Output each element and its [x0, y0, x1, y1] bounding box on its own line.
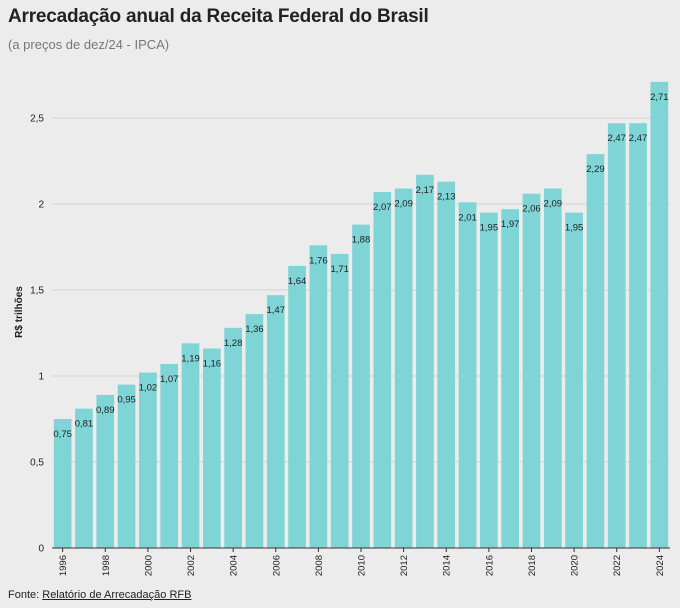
- x-tick-label: 2012: [399, 555, 410, 576]
- x-tick-label: 2010: [357, 555, 368, 576]
- value-label-2001: 1,07: [160, 374, 179, 385]
- value-label-2007: 1,64: [288, 276, 307, 287]
- bar-2010: [352, 224, 370, 548]
- source-note: Fonte: Relatório de Arrecadação RFB: [8, 589, 191, 601]
- y-tick-label: 2: [38, 200, 44, 211]
- bar-2020: [565, 212, 583, 548]
- value-label-2004: 1,28: [224, 338, 243, 349]
- bar-1996: [53, 419, 72, 548]
- bar-2015: [458, 202, 477, 548]
- chart-title: Arrecadação anual da Receita Federal do …: [8, 6, 429, 27]
- x-tick-label: 2002: [186, 555, 197, 576]
- value-label-2008: 1,76: [309, 255, 328, 266]
- bar-2016: [480, 212, 498, 548]
- bar-2023: [629, 123, 647, 548]
- bar-1999: [117, 384, 136, 548]
- bar-2008: [309, 245, 328, 548]
- value-label-2000: 1,02: [139, 383, 158, 394]
- bar-2005: [245, 314, 264, 548]
- value-label-2003: 1,16: [203, 358, 222, 369]
- value-label-2012: 2,09: [394, 199, 413, 210]
- value-label-1996: 0,75: [53, 429, 72, 440]
- value-label-2023: 2,47: [629, 133, 648, 144]
- value-label-layer: 0,750,810,890,951,021,071,19 1,161,281,36…: [53, 92, 668, 440]
- x-tick-label: 2006: [271, 555, 282, 576]
- bar-2001: [160, 363, 179, 548]
- axis-layer: 0 0,5 1 1,5 2 2,5 1996 1998 2000 2002 2004 2006 2008…: [30, 114, 670, 576]
- x-tick-label: 2004: [229, 555, 240, 576]
- value-label-2018: 2,06: [522, 204, 541, 215]
- value-label-2017: 1,97: [501, 219, 520, 230]
- value-label-2021: 2,29: [586, 164, 605, 175]
- value-label-2006: 1,47: [267, 305, 286, 316]
- x-tick-label: 2022: [612, 555, 623, 576]
- bar-2003: [202, 348, 221, 548]
- bar-2002: [181, 343, 200, 548]
- value-label-2009: 1,71: [330, 264, 349, 275]
- x-tick-label: 2020: [570, 555, 581, 576]
- source-link[interactable]: Relatório de Arrecadação RFB: [42, 589, 192, 601]
- y-tick-label: 2,5: [30, 114, 44, 125]
- bar-2013: [416, 174, 434, 548]
- x-tick-label: 2014: [442, 555, 453, 576]
- bar-1998: [96, 394, 115, 548]
- bar-2017: [501, 209, 520, 548]
- bar-2004: [224, 327, 242, 548]
- value-label-1998: 0,89: [96, 405, 115, 416]
- value-label-2014: 2,13: [437, 192, 456, 203]
- x-tick-label: 2008: [314, 555, 325, 576]
- bar-2019: [543, 188, 562, 548]
- y-axis-label: R$ trilhões: [14, 286, 25, 338]
- y-tick-label: 0: [38, 544, 44, 555]
- bar-2018: [522, 193, 541, 548]
- source-label: Fonte:: [8, 589, 40, 601]
- bar-2009: [330, 253, 349, 548]
- value-label-2005: 1,36: [245, 324, 264, 335]
- x-tick-label: 1998: [101, 555, 112, 576]
- value-label-1999: 0,95: [117, 395, 136, 406]
- x-tick-label: 2000: [143, 555, 154, 576]
- bar-2012: [394, 188, 413, 548]
- value-label-2013: 2,17: [416, 185, 435, 196]
- bar-layer: [53, 81, 669, 548]
- bar-2007: [288, 265, 306, 548]
- y-tick-label: 1,5: [30, 286, 44, 297]
- bar-2000: [139, 372, 157, 548]
- value-label-2011: 2,07: [373, 202, 392, 213]
- value-label-2015: 2,01: [458, 212, 477, 223]
- value-label-2016: 1,95: [480, 223, 499, 234]
- value-label-2010: 1,88: [352, 235, 371, 246]
- x-tick-label: 1996: [58, 555, 69, 576]
- bar-2011: [373, 191, 392, 548]
- x-tick-label: 2024: [655, 555, 666, 576]
- bar-2024: [650, 81, 669, 548]
- bar-2014: [437, 181, 456, 548]
- bar-2006: [266, 295, 285, 548]
- value-label-2020: 1,95: [565, 223, 584, 234]
- chart-subtitle: (a preços de dez/24 - IPCA): [8, 37, 170, 52]
- value-label-1997: 0,81: [75, 419, 94, 430]
- x-tick-label: 2016: [484, 555, 495, 576]
- x-tick-label: 2018: [527, 555, 538, 576]
- value-label-2024: 2,71: [650, 92, 669, 103]
- value-label-2002: 1,19: [181, 353, 200, 364]
- bar-chart: 0,750,810,890,951,021,071,19 1,161,281,36…: [14, 81, 670, 576]
- bar-1997: [75, 408, 93, 548]
- value-label-2022: 2,47: [607, 133, 626, 144]
- value-label-2019: 2,09: [544, 199, 563, 210]
- bar-2022: [607, 123, 626, 548]
- y-tick-label: 1: [38, 372, 44, 383]
- y-tick-label: 0,5: [30, 458, 44, 469]
- bar-2021: [586, 154, 605, 548]
